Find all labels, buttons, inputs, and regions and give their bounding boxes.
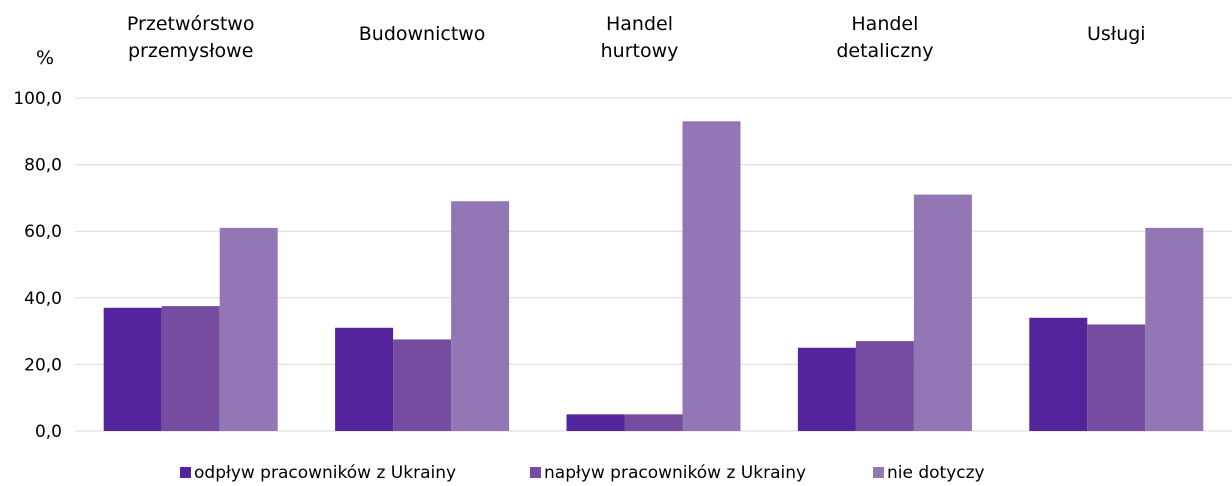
bar: [393, 339, 452, 431]
legend-swatch: [180, 467, 191, 478]
bar: [161, 306, 220, 431]
legend: odpływ pracowników z Ukrainy napływ praco…: [180, 463, 985, 483]
bar: [797, 347, 856, 431]
bar: [1029, 317, 1088, 431]
bar: [451, 201, 510, 431]
category-label: Usługi: [1087, 23, 1146, 45]
bar: [566, 414, 625, 431]
legend-label: odpływ pracowników z Ukrainy: [194, 463, 456, 483]
category-label: Budownictwo: [359, 23, 486, 45]
y-axis-ticks: 0,0 20,0 40,0 60,0 80,0 100,0: [13, 89, 62, 442]
bar: [682, 121, 741, 431]
bars: [103, 121, 1204, 431]
category-label: Handel: [606, 13, 673, 35]
bar: [624, 414, 683, 431]
bar: [1145, 227, 1204, 431]
legend-label: napływ pracowników z Ukrainy: [544, 463, 806, 483]
category-label: hurtowy: [601, 40, 679, 62]
y-tick-label: 80,0: [24, 156, 62, 176]
bar: [103, 307, 162, 431]
legend-swatch: [873, 467, 884, 478]
y-tick-label: 20,0: [24, 355, 62, 375]
y-tick-label: 60,0: [24, 222, 62, 242]
category-label: Handel: [851, 13, 918, 35]
y-tick-label: 100,0: [13, 89, 62, 109]
category-label: detaliczny: [836, 40, 933, 62]
bar: [335, 327, 394, 431]
category-label: przemysłowe: [128, 40, 253, 62]
bar: [1087, 324, 1146, 431]
bar: [913, 194, 972, 431]
bar: [855, 341, 914, 431]
bar: [219, 227, 278, 431]
legend-label: nie dotyczy: [887, 463, 985, 483]
y-tick-label: 40,0: [24, 289, 62, 309]
y-tick-label: 0,0: [35, 422, 62, 442]
category-labels: Przetwórstwo przemysłowe Budownictwo Handel…: [127, 13, 1146, 62]
y-axis-unit-label: %: [36, 47, 54, 69]
legend-swatch: [530, 467, 541, 478]
category-label: Przetwórstwo: [127, 13, 255, 35]
